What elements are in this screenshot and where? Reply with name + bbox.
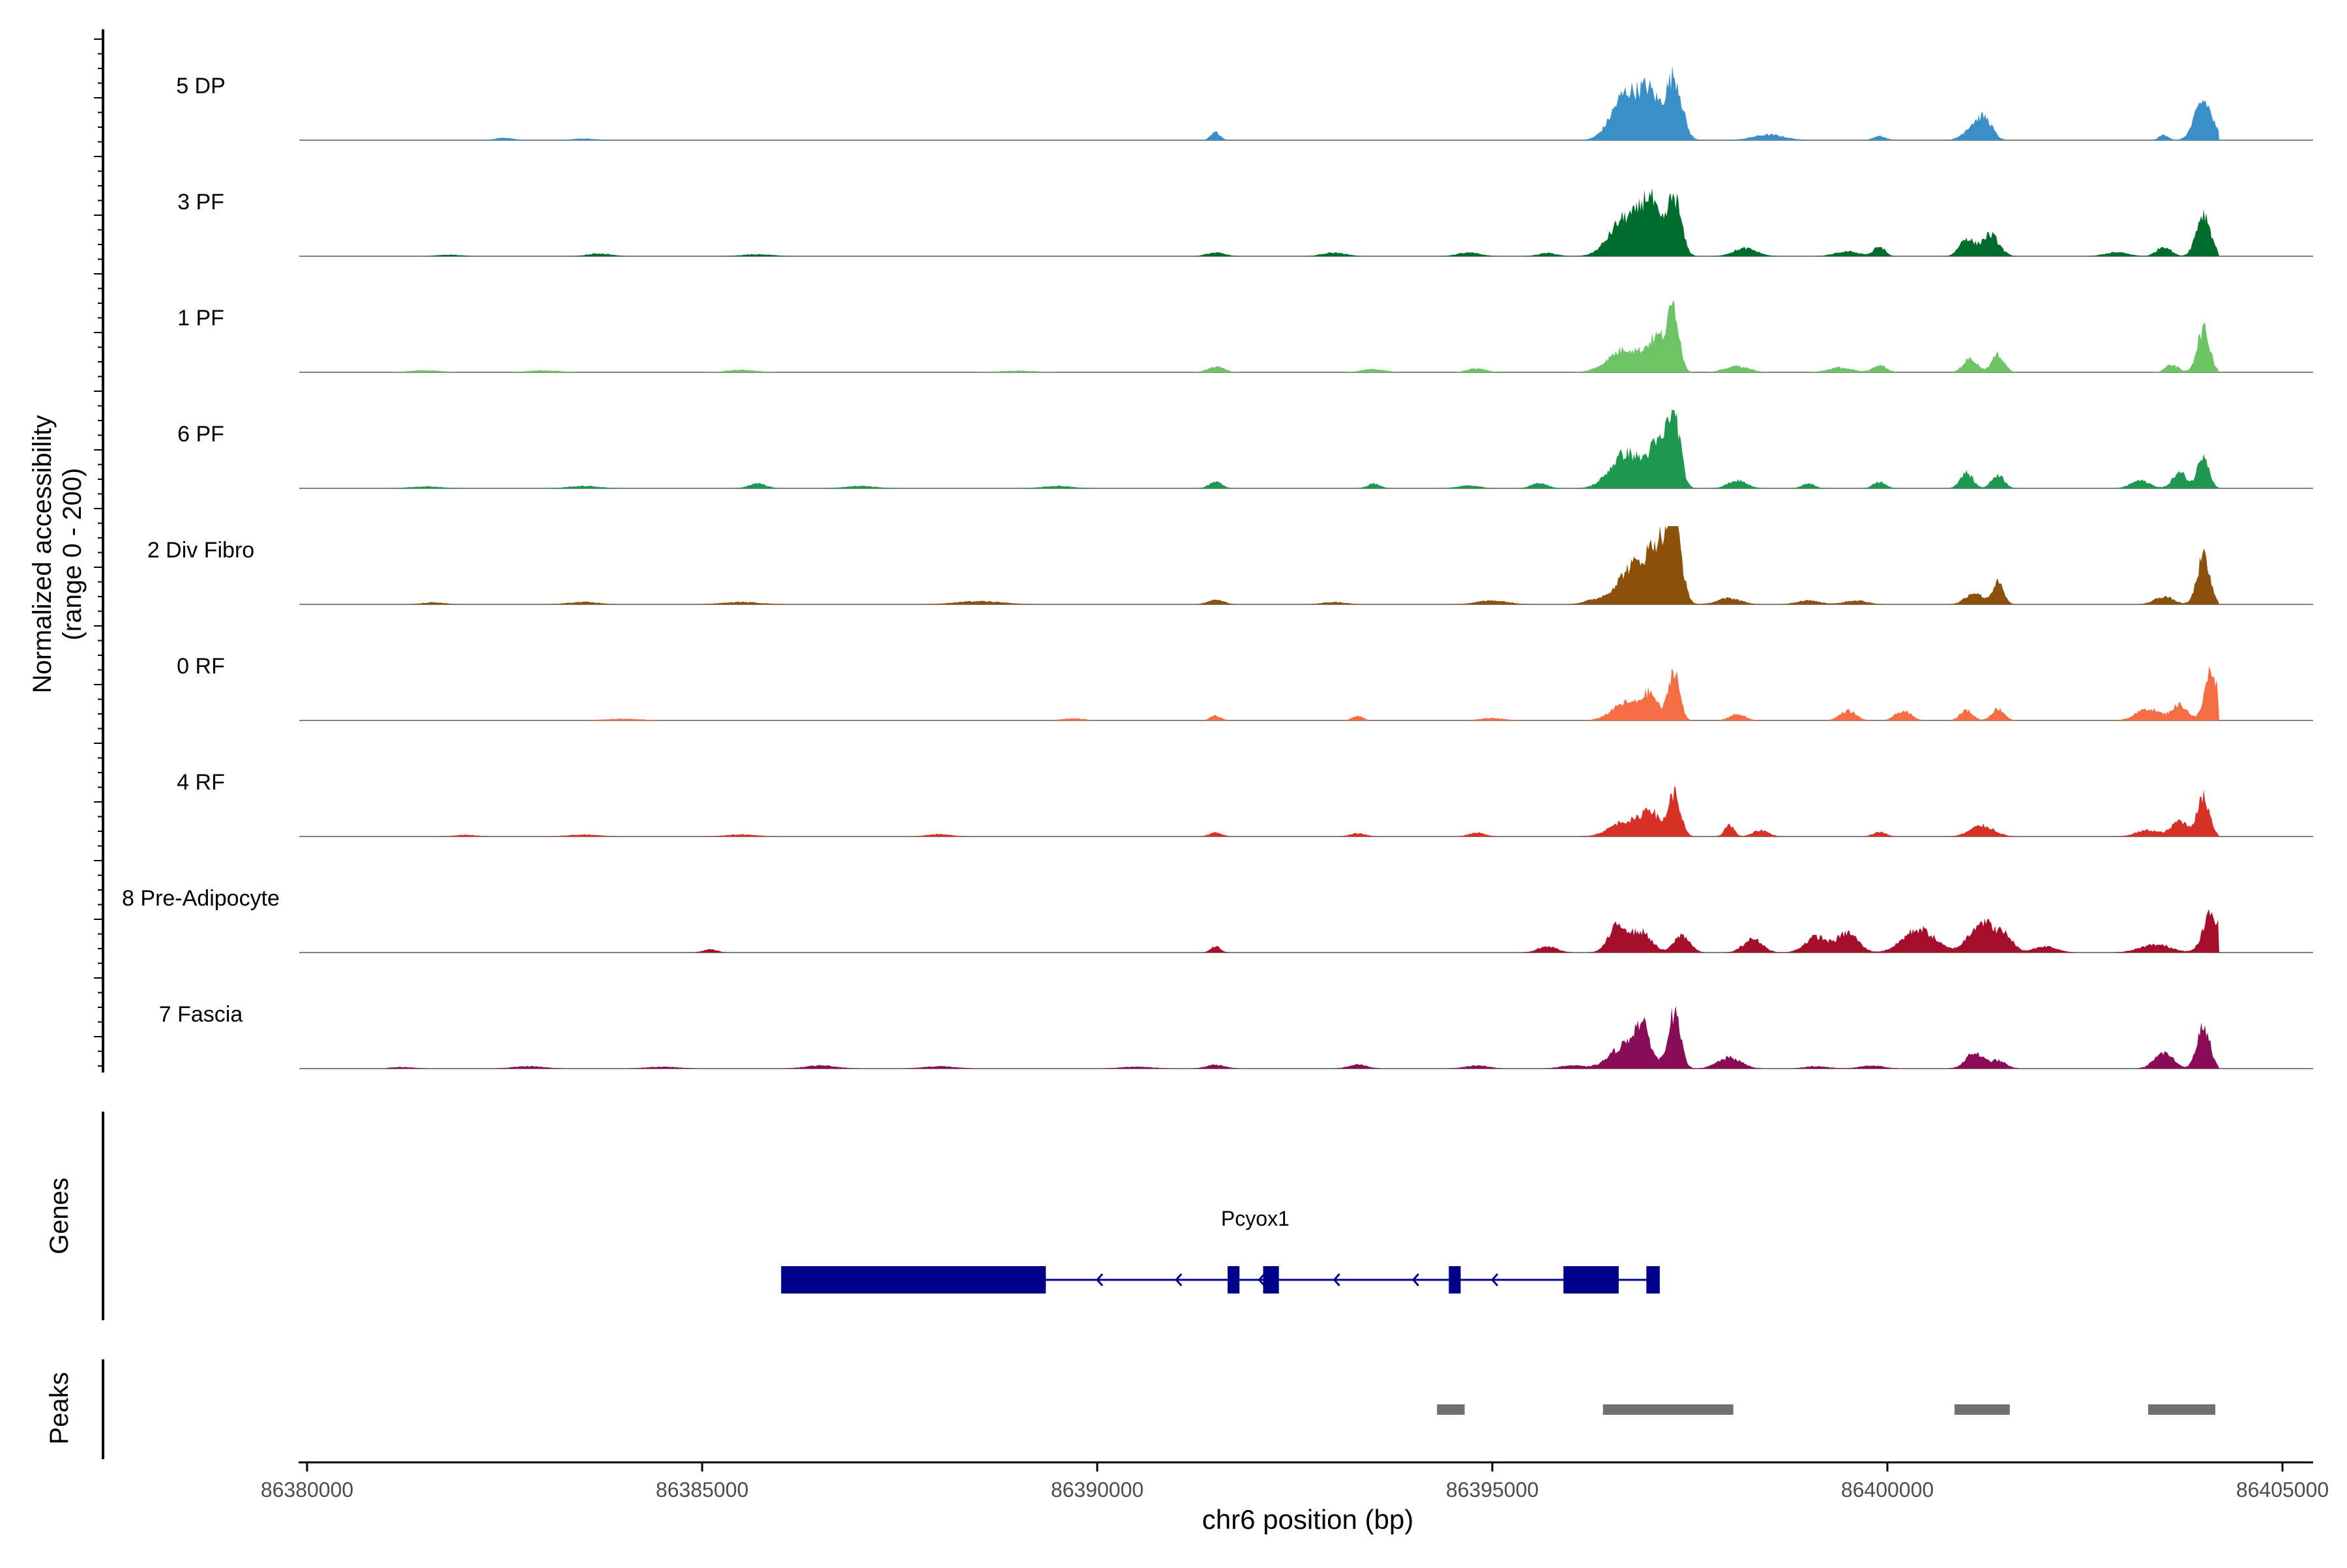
coverage-tracks: 5 DP 3 PF 1 PF 6 PF 2 Div Fibro 0 RF 4 RF 8 Pre… [122, 65, 2313, 1069]
track-label: 4 RF [177, 770, 225, 795]
track-label: 2 Div Fibro [147, 538, 254, 563]
track-label: 8 Pre-Adipocyte [122, 886, 280, 911]
strand-arrow [1175, 1273, 1183, 1286]
track-0-rf: 0 RF [177, 654, 2313, 721]
track-label: 0 RF [177, 654, 225, 679]
peak-region [1437, 1404, 1465, 1415]
coverage-area [386, 909, 2220, 953]
track-5-dp: 5 DP [176, 65, 2313, 141]
y-axis-label-line1: Normalized accessibility [28, 415, 57, 694]
track-7-fascia: 7 Fascia [159, 1002, 2313, 1069]
coverage-area [307, 65, 2219, 140]
peaks-axis-label: Peaks [45, 1372, 74, 1444]
coverage-area [386, 1005, 2220, 1069]
track-8-pre-adipocyte: 8 Pre-Adipocyte [122, 886, 2313, 953]
track-label: 6 PF [177, 422, 224, 447]
track-label: 7 Fascia [159, 1002, 243, 1027]
x-tick-label: 86400000 [1841, 1478, 1934, 1501]
track-label: 5 DP [176, 74, 226, 98]
coverage-area [386, 301, 2220, 372]
strand-arrow [1258, 1273, 1265, 1286]
track-6-pf: 6 PF [177, 410, 2313, 489]
strand-arrow [1095, 1273, 1104, 1286]
gene-exon [1263, 1266, 1279, 1294]
x-tick-label: 86405000 [2236, 1478, 2329, 1501]
x-tick-label: 86395000 [1446, 1478, 1539, 1501]
gene-exon [1646, 1266, 1660, 1294]
peak-region [2148, 1404, 2215, 1415]
coverage-area [386, 188, 2220, 256]
y-axis-label-line2: (range 0 - 200) [58, 468, 87, 641]
gene-exon [1449, 1266, 1461, 1294]
track-label: 1 PF [177, 306, 224, 331]
y-axis-ticks [94, 38, 103, 1067]
peak-region [1955, 1404, 2010, 1415]
strand-arrow [1333, 1273, 1340, 1286]
track-2-div-fibro: 2 Div Fibro [147, 526, 2313, 605]
x-axis: 86380000 86385000 86390000 86395000 86400000… [261, 1461, 2329, 1501]
coverage-area [386, 666, 2220, 720]
gene-exon [1563, 1266, 1619, 1294]
gene-exon [781, 1266, 1046, 1294]
track-4-rf: 4 RF [177, 770, 2313, 837]
coverage-area [386, 786, 2220, 836]
track-1-pf: 1 PF [177, 301, 2313, 373]
coverage-area [386, 526, 2220, 604]
gene-exon [1228, 1266, 1240, 1294]
track-3-pf: 3 PF [177, 188, 2313, 257]
x-tick-label: 86385000 [656, 1478, 748, 1501]
track-label: 3 PF [177, 190, 224, 214]
x-tick-label: 86390000 [1051, 1478, 1144, 1501]
coverage-area [386, 410, 2220, 488]
strand-arrow [1490, 1273, 1499, 1286]
peaks-track [1437, 1404, 2215, 1415]
x-axis-label: chr6 position (bp) [1202, 1504, 1414, 1535]
peak-region [1602, 1404, 1734, 1415]
genes-axis-label: Genes [45, 1177, 74, 1254]
gene-name: Pcyox1 [1221, 1207, 1290, 1230]
strand-arrow [1411, 1273, 1419, 1286]
gene-track: Pcyox1 [781, 1207, 1660, 1294]
x-tick-label: 86380000 [261, 1478, 353, 1501]
